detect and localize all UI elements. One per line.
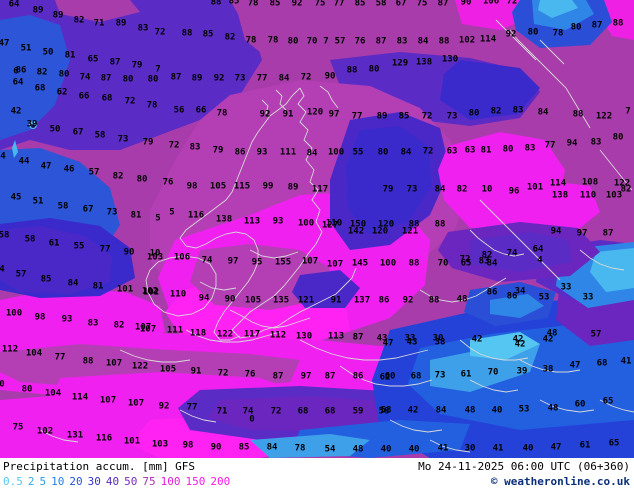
footer-valid-time: Mo 24-11-2025 06:00 UTC (06+360) bbox=[418, 460, 630, 473]
map-footer: Precipitation accum. [mm] GFS 0.5 2 5 10 20 3… bbox=[0, 458, 634, 490]
legend-stop-30[interactable]: 30 bbox=[87, 475, 101, 488]
purple-denmark-core bbox=[470, 232, 572, 272]
small-dark-dot bbox=[31, 124, 35, 128]
lightblue-right-edge bbox=[590, 248, 634, 292]
legend-scale[interactable]: 0.5 2 5 10 20 30 40 50 75 100 150 200 bbox=[3, 475, 235, 488]
legend-stop-50[interactable]: 50 bbox=[124, 475, 138, 488]
sliver-blue bbox=[12, 140, 18, 158]
legend-stop-5[interactable]: 5 bbox=[39, 475, 47, 488]
north-sea-core bbox=[346, 126, 432, 234]
lightblue-ne2 bbox=[538, 0, 578, 18]
footer-credit: © weatheronline.co.uk bbox=[490, 475, 630, 488]
purple-channel-core bbox=[208, 396, 392, 432]
magenta-top-left bbox=[55, 0, 140, 22]
legend-stop-20[interactable]: 20 bbox=[69, 475, 83, 488]
legend-stop-150[interactable]: 150 bbox=[185, 475, 206, 488]
precipitation-field bbox=[0, 0, 634, 458]
legend-stop-75[interactable]: 75 bbox=[142, 475, 156, 488]
lightblue-mid-right bbox=[490, 294, 544, 318]
footer-title: Precipitation accum. [mm] GFS bbox=[3, 460, 196, 473]
lightblue-se-core bbox=[470, 332, 540, 360]
bright-magenta-ne2 bbox=[600, 0, 634, 40]
legend-stop-40[interactable]: 40 bbox=[105, 475, 120, 488]
legend-stop-2[interactable]: 2 bbox=[27, 475, 35, 488]
legend-stop-0.5[interactable]: 0.5 bbox=[3, 475, 23, 488]
lightblue-bottom bbox=[250, 434, 370, 458]
legend-stop-100[interactable]: 100 bbox=[160, 475, 181, 488]
coastline-group bbox=[39, 19, 634, 453]
legend-stop-10[interactable]: 10 bbox=[51, 475, 65, 488]
legend-stop-200[interactable]: 200 bbox=[210, 475, 231, 488]
magenta-east-blob bbox=[470, 180, 600, 238]
purple-sw-core bbox=[0, 226, 112, 294]
deep-blue-ne bbox=[440, 60, 540, 120]
dark-purple-patch-inland bbox=[292, 270, 360, 308]
purple-band-nw bbox=[0, 0, 262, 150]
precipitation-map[interactable]: 64 89 89 82 71 89 83 88 85 78 85 92 75 77 85 58 67 75 87 90… bbox=[0, 0, 634, 458]
bright-magenta-ne bbox=[455, 0, 530, 30]
blue-band-nw-edge bbox=[0, 15, 70, 140]
